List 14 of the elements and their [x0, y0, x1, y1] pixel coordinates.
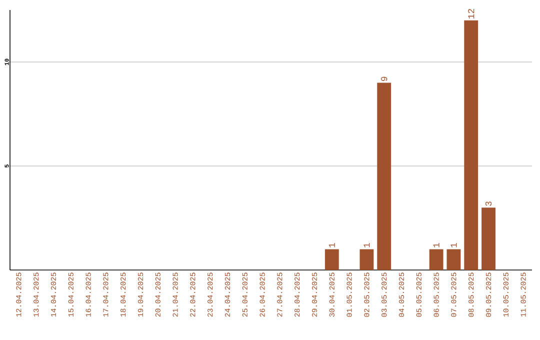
- bar: [429, 249, 444, 270]
- bar: [446, 249, 461, 270]
- bar: [377, 82, 392, 270]
- data-label: 1: [364, 243, 370, 248]
- bar: [324, 249, 339, 270]
- data-label: 1: [450, 243, 457, 248]
- data-label: 12: [468, 9, 474, 19]
- data-label: 1: [433, 243, 440, 248]
- data-label: 9: [381, 76, 388, 81]
- data-label: 1: [328, 243, 335, 248]
- bar: [482, 208, 496, 270]
- data-label: 3: [485, 202, 492, 206]
- bar: [360, 249, 374, 270]
- bar: [464, 20, 478, 270]
